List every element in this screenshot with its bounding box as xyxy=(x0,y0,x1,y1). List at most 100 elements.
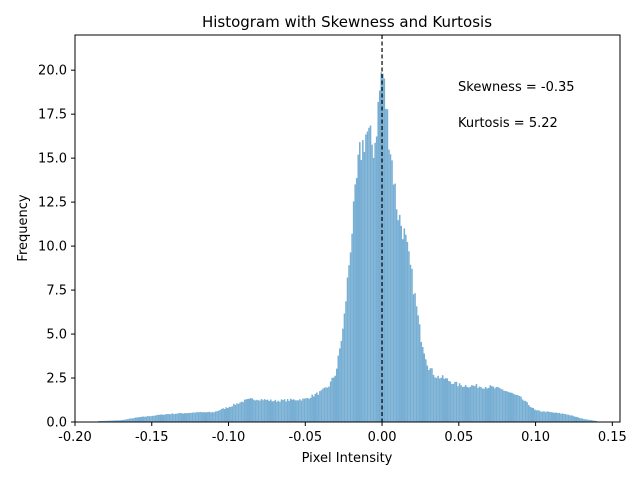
histogram-bar xyxy=(233,403,235,422)
histogram-bar xyxy=(563,413,565,422)
histogram-bar xyxy=(504,391,507,422)
histogram-bar xyxy=(360,160,363,422)
histogram-bar xyxy=(446,378,449,422)
histogram-bar xyxy=(274,399,277,422)
histogram-bar xyxy=(515,394,518,422)
histogram-bar xyxy=(207,412,209,422)
y-axis-label: Frequency xyxy=(16,194,31,261)
histogram-bar xyxy=(368,127,370,422)
histogram-bar xyxy=(541,411,544,422)
histogram-bar xyxy=(316,392,318,422)
histogram-bar xyxy=(517,395,519,422)
histogram-bar xyxy=(421,346,424,422)
histogram-bar xyxy=(182,413,184,422)
histogram-bar xyxy=(503,390,505,422)
histogram-bar xyxy=(160,414,163,422)
histogram-bar xyxy=(484,386,487,422)
histogram-bar xyxy=(475,383,478,422)
histogram-bar xyxy=(474,386,476,422)
histogram-bar xyxy=(586,419,588,422)
histogram-bar xyxy=(296,400,298,422)
histogram-bar xyxy=(216,411,218,422)
histogram-bar xyxy=(394,183,396,422)
histogram-bar xyxy=(150,416,152,422)
histogram-bar xyxy=(133,417,135,422)
x-tick-label: -0.20 xyxy=(58,430,92,445)
histogram-bar xyxy=(231,406,234,422)
histogram-bar xyxy=(320,390,323,422)
histogram-bar xyxy=(230,406,232,422)
histogram-bar xyxy=(469,386,472,422)
histogram-bar xyxy=(495,386,498,422)
histogram-bar xyxy=(226,408,229,422)
histogram-bar xyxy=(108,420,111,422)
histogram-bar xyxy=(263,399,266,422)
histogram-bar xyxy=(481,388,484,422)
histogram-bar xyxy=(153,415,155,422)
histogram-bar xyxy=(339,348,341,422)
histogram-bar xyxy=(303,398,306,422)
histogram-bar xyxy=(549,412,551,422)
histogram-bar xyxy=(483,388,485,422)
histogram-bar xyxy=(343,313,346,422)
histogram-bar xyxy=(534,409,536,422)
histogram-bar xyxy=(375,136,378,422)
histogram-bar xyxy=(458,383,461,422)
histogram-bar xyxy=(213,412,215,422)
histogram-bar xyxy=(520,396,522,422)
histogram-bar xyxy=(532,407,535,422)
histogram-bars xyxy=(98,72,597,423)
histogram-bar xyxy=(558,412,561,422)
histogram-bar xyxy=(121,420,123,422)
histogram-bar xyxy=(102,420,105,422)
histogram-bar xyxy=(305,398,307,422)
histogram-bar xyxy=(345,301,347,422)
histogram-bar xyxy=(259,400,261,422)
histogram-bar xyxy=(234,404,237,422)
histogram-bar xyxy=(444,378,447,422)
histogram-bar xyxy=(501,389,504,422)
histogram-bar xyxy=(317,394,320,422)
histogram-bar xyxy=(431,368,433,422)
histogram-bar xyxy=(243,399,246,422)
histogram-bar xyxy=(151,415,154,422)
histogram-bar xyxy=(577,417,579,422)
histogram-bar xyxy=(530,407,533,422)
histogram-bar xyxy=(564,414,567,422)
histogram-bar xyxy=(348,265,350,422)
y-tick-label: 0.0 xyxy=(46,416,67,431)
histogram-bar xyxy=(141,416,143,422)
histogram-bar xyxy=(443,378,445,422)
histogram-bar xyxy=(171,413,174,422)
histogram-bar xyxy=(193,412,195,422)
histogram-bar xyxy=(99,420,102,422)
histogram-bar xyxy=(334,375,336,422)
histogram-bar xyxy=(414,293,416,422)
chart-title: Histogram with Skewness and Kurtosis xyxy=(202,13,492,31)
histogram-bar xyxy=(306,398,309,422)
histogram-bar xyxy=(440,377,442,422)
histogram-bar xyxy=(417,315,419,422)
histogram-bar xyxy=(569,415,571,422)
histogram-bar xyxy=(500,388,502,422)
histogram-bar xyxy=(322,388,324,422)
histogram-bar xyxy=(575,416,578,422)
histogram-bar xyxy=(177,413,180,422)
histogram-bar xyxy=(173,414,175,422)
histogram-bar xyxy=(239,402,241,422)
histogram-bar xyxy=(228,406,231,422)
histogram-bar xyxy=(335,368,338,422)
x-tick-label: 0.00 xyxy=(368,430,397,445)
histogram-bar xyxy=(489,385,492,422)
histogram-bar xyxy=(395,209,398,422)
histogram-bar xyxy=(543,411,545,422)
histogram-bar xyxy=(449,381,452,422)
histogram-bar xyxy=(468,387,470,422)
histogram-bar xyxy=(420,341,422,422)
histogram-bar xyxy=(553,412,556,422)
histogram-bar xyxy=(425,359,427,422)
histogram-bar xyxy=(550,412,553,422)
histogram-bar xyxy=(589,419,591,422)
histogram-bar xyxy=(323,387,326,422)
kurtosis-annotation: Kurtosis = 5.22 xyxy=(458,116,558,131)
